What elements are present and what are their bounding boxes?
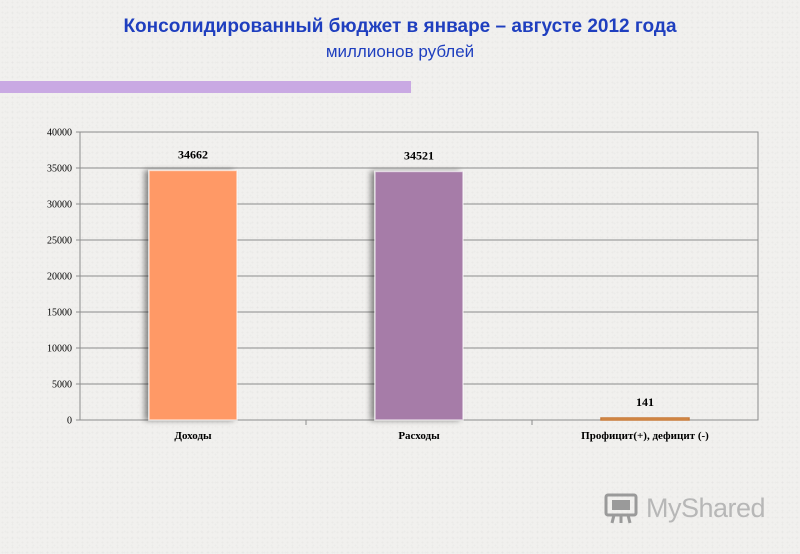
logo-text: MyShared xyxy=(646,492,766,523)
y-tick-label: 35000 xyxy=(47,164,72,175)
data-label: 141 xyxy=(636,395,654,409)
myshared-logo: MyShared xyxy=(604,490,766,526)
y-tick-label: 25000 xyxy=(47,236,72,247)
y-tick-label: 5000 xyxy=(52,380,72,391)
accent-bar xyxy=(0,81,411,93)
data-label: 34662 xyxy=(178,147,208,161)
x-tick-label: Профицит(+), дефицит (-) xyxy=(581,430,709,442)
bar-2 xyxy=(374,170,464,421)
y-tick-label: 15000 xyxy=(47,308,72,319)
x-tick-label: Доходы xyxy=(174,430,212,442)
y-tick-label: 10000 xyxy=(47,344,72,355)
y-tick-label: 40000 xyxy=(47,128,72,139)
bar-3 xyxy=(600,417,690,421)
y-tick-label: 20000 xyxy=(47,272,72,283)
chart-title: Консолидированный бюджет в январе – авгу… xyxy=(123,16,677,37)
chart-subtitle: миллионов рублей xyxy=(325,42,475,61)
x-tick-label: Расходы xyxy=(398,430,440,442)
presentation-board-icon xyxy=(604,493,638,524)
y-tick-label: 30000 xyxy=(47,200,72,211)
y-tick-label: 0 xyxy=(67,416,72,427)
bar-1 xyxy=(148,169,238,421)
data-label: 34521 xyxy=(404,148,434,162)
